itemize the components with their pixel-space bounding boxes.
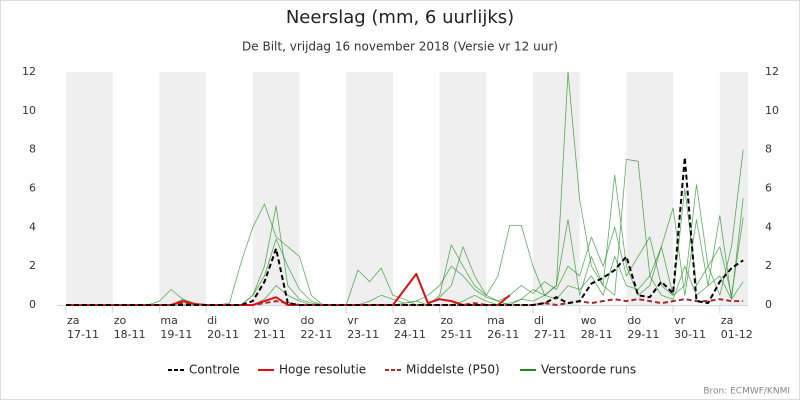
x-tick-weekday: vr (674, 314, 686, 327)
x-tick-date: 28-11 (581, 328, 613, 341)
y2-tick-label: 8 (765, 143, 772, 156)
x-tick-weekday: zo (114, 314, 127, 327)
x-tick-weekday: ma (487, 314, 504, 327)
x-tick-weekday: ma (160, 314, 177, 327)
y-tick-label: 4 (29, 220, 36, 233)
y-tick-label: 2 (29, 259, 36, 272)
y2-tick-label: 4 (765, 220, 772, 233)
chart-title: Neerslag (mm, 6 uurlijks) (286, 7, 514, 28)
x-tick-date: 26-11 (487, 328, 519, 341)
y2-tick-label: 12 (765, 65, 779, 78)
chart-subtitle: De Bilt, vrijdag 16 november 2018 (Versi… (242, 40, 558, 54)
x-tick-date: 19-11 (160, 328, 192, 341)
day-band (719, 72, 748, 305)
x-tick-weekday: di (534, 314, 544, 327)
x-tick-weekday: vr (347, 314, 359, 327)
legend-label: Middelste (P50) (406, 363, 500, 377)
x-tick-date: 01-12 (721, 328, 753, 341)
y-tick-label: 6 (29, 182, 36, 195)
x-tick-weekday: za (394, 314, 407, 327)
x-tick-date: 18-11 (114, 328, 146, 341)
x-tick-date: 27-11 (534, 328, 566, 341)
y2-tick-label: 0 (765, 298, 772, 311)
y2-tick-label: 6 (765, 182, 772, 195)
day-band (66, 72, 113, 305)
x-tick-weekday: do (627, 314, 641, 327)
x-tick-date: 22-11 (301, 328, 333, 341)
day-band (626, 72, 674, 305)
x-tick-weekday: wo (254, 314, 270, 327)
y-tick-label: 8 (29, 143, 36, 156)
x-tick-weekday: di (207, 314, 217, 327)
legend-label: Hoge resolutie (279, 363, 366, 377)
x-tick-date: 25-11 (441, 328, 473, 341)
x-tick-date: 23-11 (347, 328, 379, 341)
day-band (252, 72, 300, 305)
series-line (66, 156, 744, 306)
x-tick-weekday: za (67, 314, 80, 327)
x-tick-weekday: wo (581, 314, 597, 327)
day-band (346, 72, 393, 305)
source: Bron: ECMWF/KNMI (703, 387, 790, 397)
x-tick-date: 20-11 (207, 328, 239, 341)
legend-label: Verstoorde runs (541, 363, 636, 377)
y-tick-label: 12 (22, 65, 36, 78)
x-tick-date: 24-11 (394, 328, 426, 341)
series-line (66, 174, 744, 306)
y-tick-label: 0 (29, 298, 36, 311)
x-tick-date: 30-11 (674, 328, 706, 341)
day-band (159, 72, 207, 305)
x-tick-weekday: zo (441, 314, 454, 327)
x-tick-weekday: za (721, 314, 734, 327)
x-tick-date: 21-11 (254, 328, 286, 341)
y2-tick-label: 2 (765, 259, 772, 272)
legend-label: Controle (189, 363, 240, 377)
y-tick-label: 10 (22, 104, 36, 117)
x-tick-date: 17-11 (67, 328, 99, 341)
day-band (439, 72, 487, 305)
x-tick-weekday: do (301, 314, 315, 327)
y2-tick-label: 10 (765, 104, 779, 117)
x-tick-date: 29-11 (627, 328, 659, 341)
